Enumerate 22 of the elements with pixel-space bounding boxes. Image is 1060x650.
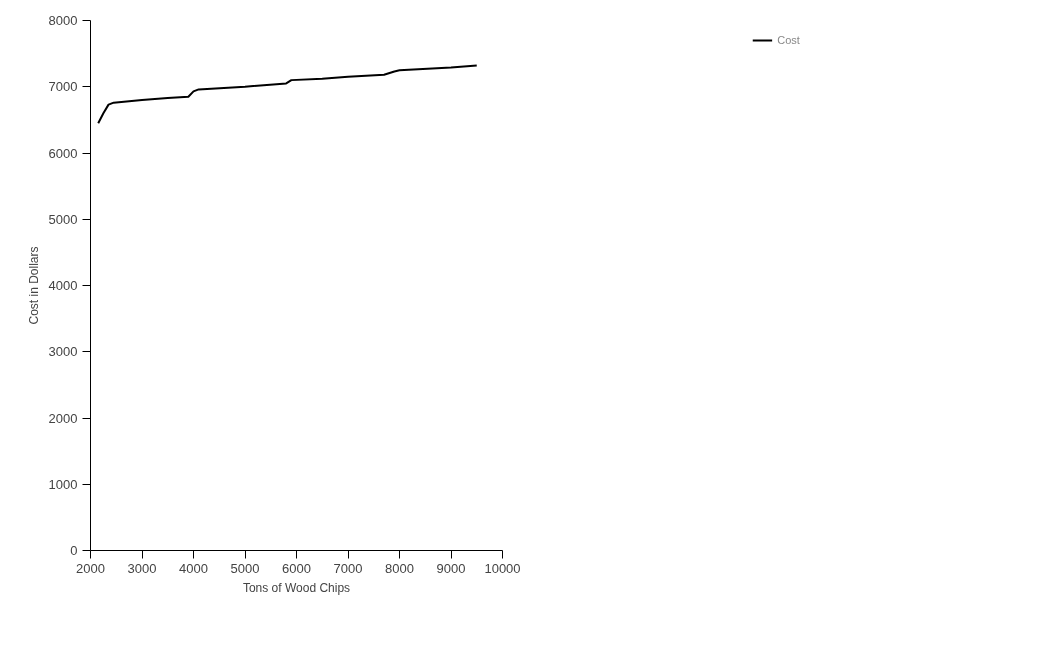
y-tick-label: 0 <box>70 543 78 558</box>
y-tick-label: 3000 <box>48 344 78 360</box>
x-tick-label: 5000 <box>230 560 260 576</box>
x-tick-label: 8000 <box>385 560 414 576</box>
y-tick-label: 4000 <box>48 278 78 293</box>
x-tick-label: 10000 <box>484 560 521 576</box>
x-tick-label: 3000 <box>127 560 157 576</box>
y-axis-title: Cost in Dollars <box>26 246 41 325</box>
y-tick-label: 5000 <box>48 211 78 227</box>
y-tick-label: 8000 <box>48 13 78 28</box>
legend-label: Cost <box>777 34 800 46</box>
x-tick-label: 2000 <box>76 560 105 576</box>
y-tick-label: 2000 <box>48 410 78 426</box>
y-tick-label: 6000 <box>48 145 78 161</box>
x-tick-label: 7000 <box>333 560 363 576</box>
y-tick-label: 7000 <box>48 79 78 95</box>
line-series <box>97 64 478 125</box>
x-tick-label: 6000 <box>282 560 311 576</box>
x-axis-title: Tons of Wood Chips <box>242 580 351 595</box>
x-tick-label: 4000 <box>179 560 208 576</box>
x-tick-label: 9000 <box>436 560 466 576</box>
y-tick-label: 1000 <box>48 476 78 492</box>
